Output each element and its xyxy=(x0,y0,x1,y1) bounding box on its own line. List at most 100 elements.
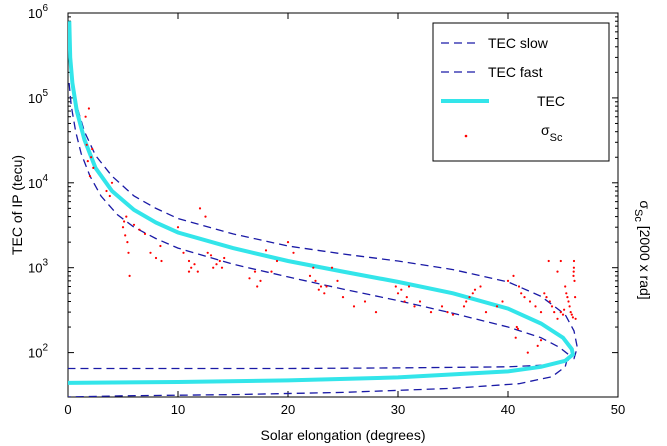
sigma-sc-point xyxy=(517,285,521,288)
y-tick-labels: 102 103 104 105 106 xyxy=(28,3,48,361)
sigma-sc-point xyxy=(400,288,403,291)
sigma-sc-point xyxy=(556,317,559,320)
sigma-sc-point xyxy=(132,223,136,226)
sigma-sc-point xyxy=(206,251,209,254)
x-tick-label: 10 xyxy=(171,402,185,417)
sigma-sc-point xyxy=(215,263,218,266)
sigma-sc-point xyxy=(520,292,523,295)
sigma-sc-point xyxy=(563,308,566,311)
legend-label: TEC slow xyxy=(488,35,549,51)
sigma-sc-point xyxy=(484,311,488,314)
sigma-sc-point xyxy=(568,305,571,308)
sigma-sc-point xyxy=(126,241,129,244)
sigma-sc-point xyxy=(561,313,565,316)
sigma-sc-point xyxy=(323,292,326,295)
sigma-sc-point xyxy=(440,305,444,308)
sigma-sc-point xyxy=(539,339,543,342)
sigma-sc-point xyxy=(574,317,577,320)
sigma-sc-point xyxy=(190,266,193,269)
sigma-sc-point xyxy=(462,305,466,308)
sigma-sc-point xyxy=(479,285,482,288)
sigma-sc-point xyxy=(352,305,356,308)
sigma-sc-point xyxy=(567,300,570,303)
sigma-sc-point xyxy=(314,279,317,282)
sigma-sc-point xyxy=(160,259,163,263)
sigma-sc-point xyxy=(556,270,559,273)
sigma-sc-point xyxy=(574,296,577,299)
x-tick-label: 50 xyxy=(611,402,625,417)
sigma-sc-point xyxy=(429,311,433,314)
sigma-sc-point xyxy=(559,311,562,314)
sigma-sc-point xyxy=(543,292,546,295)
sigma-sc-point xyxy=(86,160,89,163)
sigma-sc-point xyxy=(516,327,520,330)
sigma-sc-point xyxy=(187,259,191,263)
sigma-sc-point xyxy=(319,285,323,288)
sigma-sc-point xyxy=(336,279,339,282)
sigma-sc-point xyxy=(330,266,334,269)
sigma-sc-point xyxy=(88,175,92,178)
sigma-sc-point xyxy=(473,288,477,291)
sigma-sc-point xyxy=(572,266,576,269)
sigma-sc-point xyxy=(418,300,422,303)
sigma-sc-point xyxy=(198,207,202,210)
sigma-sc-point xyxy=(253,270,257,273)
sigma-sc-point xyxy=(405,296,408,299)
sigma-sc-point xyxy=(566,296,569,299)
sigma-sc-point xyxy=(209,254,213,257)
sigma-sc-point xyxy=(341,296,345,299)
sigma-sc-point xyxy=(572,259,576,263)
sigma-sc-point xyxy=(138,228,141,231)
sigma-sc-point xyxy=(550,305,554,308)
sigma-sc-point xyxy=(363,300,367,303)
y-axis-label-right: σSc [2000 x rad] xyxy=(632,200,653,299)
sigma-sc-point xyxy=(87,107,90,110)
y-tick-label: 106 xyxy=(28,3,48,21)
sigma-sc-point xyxy=(143,232,147,235)
x-axis-label: Solar elongation (degrees) xyxy=(261,427,426,443)
legend-label: TEC xyxy=(537,93,565,109)
sigma-sc-point xyxy=(124,234,127,237)
sigma-sc-point xyxy=(572,274,575,277)
sigma-sc-point xyxy=(182,251,185,254)
sigma-sc-point xyxy=(573,279,576,282)
sigma-sc-point xyxy=(154,256,158,260)
sigma-sc-point xyxy=(84,115,87,118)
sigma-sc-point xyxy=(539,311,543,314)
sigma-sc-point xyxy=(292,251,295,254)
y-axis-label: TEC of IP (tecu) xyxy=(9,155,25,255)
sigma-sc-point xyxy=(451,313,455,316)
sigma-sc-point xyxy=(105,189,108,193)
legend-swatch xyxy=(464,134,468,138)
sigma-sc-point xyxy=(90,156,93,159)
sigma-sc-point xyxy=(317,288,320,291)
sigma-sc-point xyxy=(523,296,526,299)
sigma-sc-point xyxy=(91,147,94,151)
sigma-sc-point xyxy=(270,270,273,273)
sigma-sc-point xyxy=(128,274,131,277)
sigma-sc-point xyxy=(564,285,567,288)
sigma-sc-point xyxy=(570,313,573,316)
sigma-sc-point xyxy=(275,259,279,263)
sigma-sc-point xyxy=(204,215,207,218)
sigma-sc-point xyxy=(149,251,152,254)
sigma-sc-point xyxy=(534,305,537,308)
sigma-sc-point xyxy=(506,279,510,282)
sigma-sc-point xyxy=(196,270,199,273)
sigma-sc-point xyxy=(495,305,499,308)
sigma-sc-point xyxy=(548,300,551,303)
sigma-sc-point xyxy=(127,251,130,254)
series-line-tec xyxy=(68,21,576,385)
y-tick-label: 105 xyxy=(28,88,48,106)
sigma-sc-point xyxy=(394,285,397,288)
sigma-sc-point xyxy=(125,215,128,218)
x-tick-label: 0 xyxy=(64,402,71,417)
sigma-sc-point xyxy=(545,296,548,299)
sigma-sc-point xyxy=(108,194,111,198)
sigma-sc-point xyxy=(569,311,572,314)
sigma-sc-point xyxy=(223,256,226,260)
sigma-sc-point xyxy=(85,143,88,146)
sigma-sc-point xyxy=(571,316,575,319)
legend-label: σSc xyxy=(541,122,563,144)
sigma-sc-point xyxy=(248,277,251,280)
